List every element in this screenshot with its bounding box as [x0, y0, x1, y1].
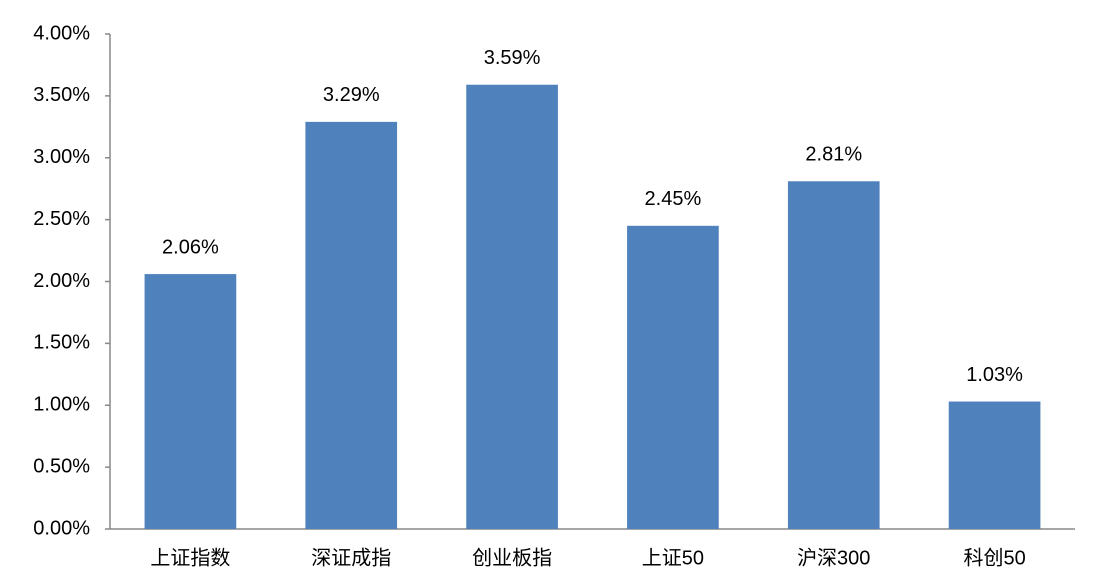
bar	[466, 84, 558, 530]
data-label: 1.03%	[966, 364, 1023, 386]
data-label: 3.59%	[484, 47, 541, 69]
y-tick-label: 2.50%	[33, 208, 90, 230]
y-tick-label: 1.50%	[33, 332, 90, 354]
y-tick-label: 1.00%	[33, 394, 90, 416]
x-tick-label: 上证50	[642, 546, 704, 569]
y-tick-label: 3.00%	[33, 146, 90, 168]
bar	[948, 401, 1041, 529]
y-tick-label: 2.00%	[33, 270, 90, 292]
data-label: 2.06%	[162, 236, 219, 258]
bar	[144, 274, 237, 529]
data-label: 2.45%	[645, 188, 702, 210]
x-tick-label: 沪深300	[797, 546, 870, 569]
x-tick-label: 深证成指	[311, 546, 391, 569]
data-label: 3.29%	[323, 84, 380, 106]
x-tick-label: 上证指数	[150, 546, 230, 569]
y-tick-label: 3.50%	[33, 84, 90, 106]
y-tick-label: 0.00%	[33, 517, 90, 539]
x-tick-label: 创业板指	[472, 546, 552, 569]
bar	[787, 181, 880, 529]
x-tick-label: 科创50	[963, 546, 1025, 569]
y-tick-label: 4.00%	[33, 22, 90, 44]
bar	[627, 225, 719, 529]
bar	[305, 121, 398, 530]
y-tick-label: 0.50%	[33, 455, 90, 477]
data-label: 2.81%	[805, 144, 862, 166]
